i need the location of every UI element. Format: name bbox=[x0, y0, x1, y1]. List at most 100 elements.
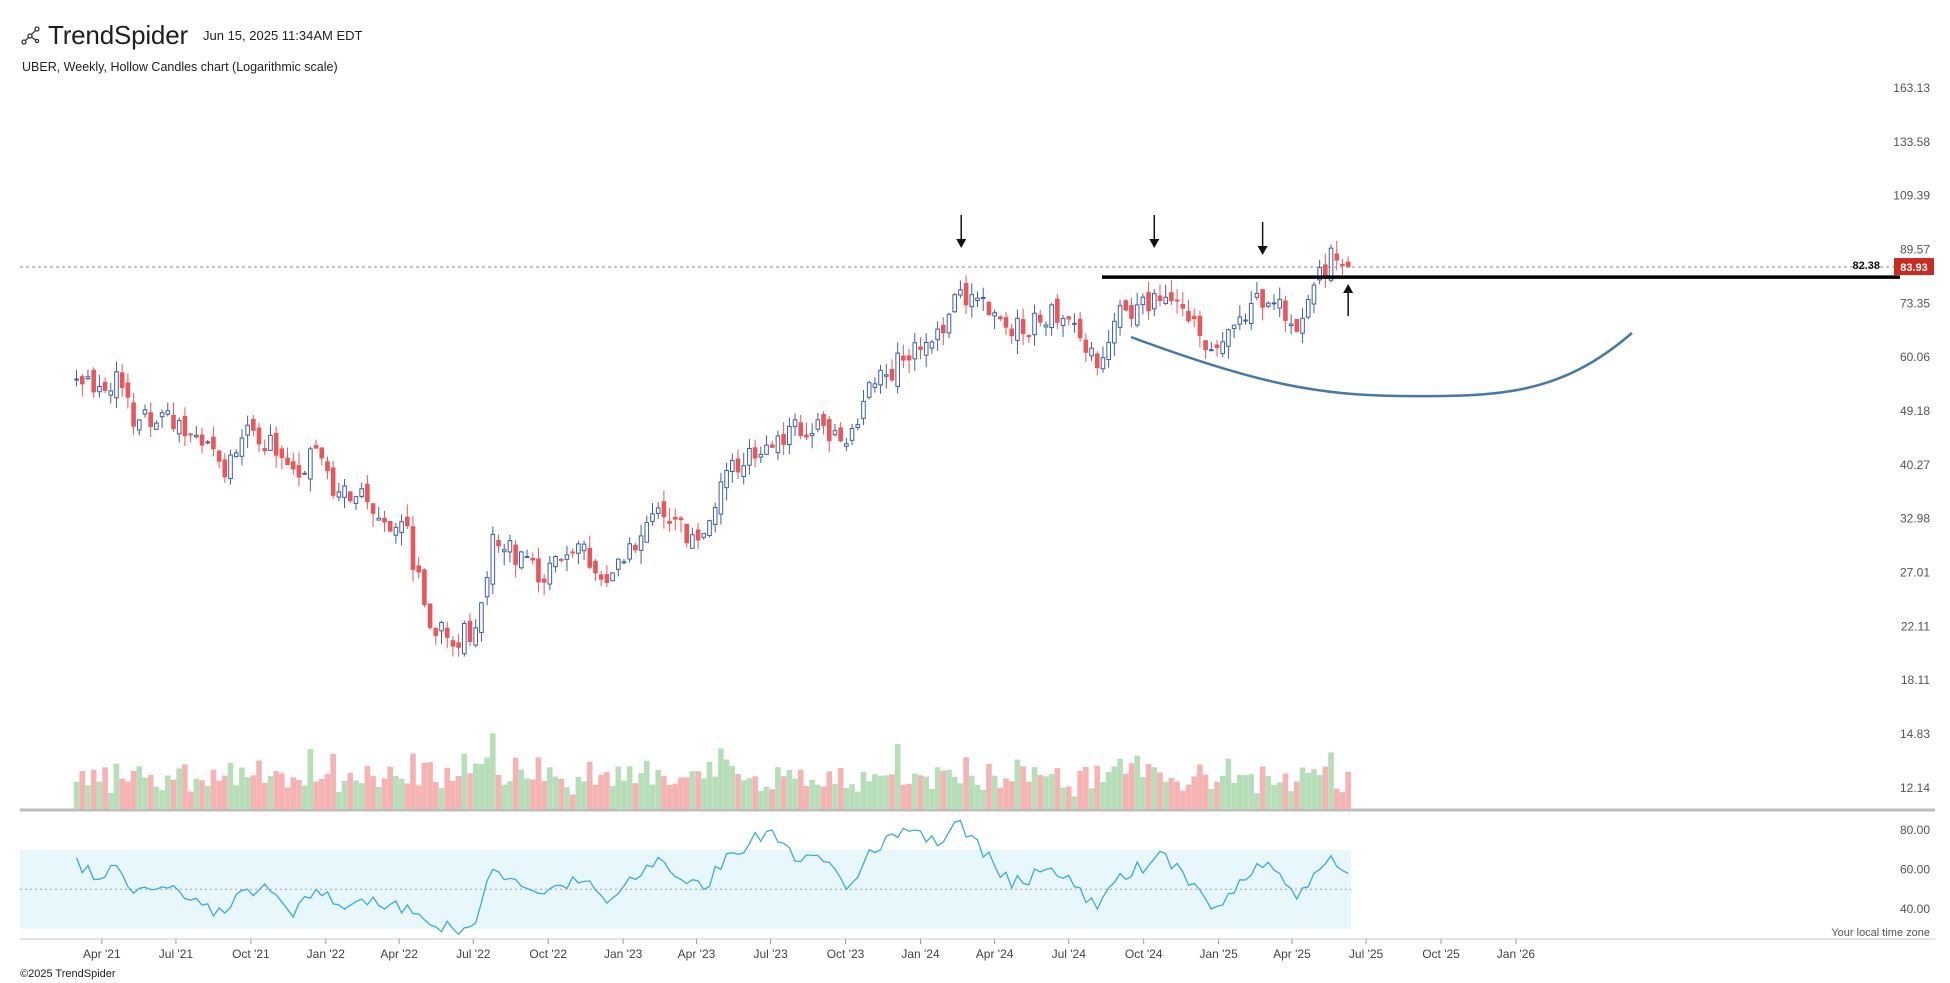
cup-arc bbox=[1130, 332, 1633, 398]
volume-bar bbox=[1105, 771, 1112, 809]
volume-bar bbox=[940, 770, 947, 809]
last-price-badge bbox=[1894, 258, 1934, 276]
candle bbox=[826, 415, 832, 453]
volume-bar bbox=[1225, 758, 1232, 809]
candle bbox=[809, 423, 815, 449]
volume-bar bbox=[375, 786, 382, 809]
time-tick-label: Jan '26 bbox=[1497, 947, 1536, 961]
candle-body bbox=[154, 422, 159, 430]
candle bbox=[467, 613, 473, 647]
candle bbox=[444, 621, 450, 648]
volume-bar bbox=[854, 791, 861, 809]
candle-body bbox=[1134, 304, 1140, 326]
candle bbox=[935, 321, 940, 351]
volume-bar bbox=[655, 769, 661, 809]
candle bbox=[553, 555, 558, 573]
rsi-tick-label: 80.00 bbox=[1900, 823, 1930, 837]
up-arrow-icon bbox=[1343, 284, 1354, 316]
candle bbox=[1089, 341, 1094, 362]
candle bbox=[712, 502, 718, 533]
volume-bar bbox=[79, 771, 86, 809]
candle bbox=[1231, 324, 1237, 338]
price-tick-label: 109.39 bbox=[1893, 189, 1930, 203]
candle-body bbox=[1032, 312, 1037, 336]
candle-body bbox=[171, 414, 176, 429]
candle-body bbox=[1003, 317, 1009, 328]
candle bbox=[672, 508, 678, 531]
volume-bar bbox=[210, 769, 217, 809]
candle-body bbox=[97, 385, 102, 393]
candle bbox=[245, 415, 250, 449]
candle bbox=[279, 445, 285, 470]
candle bbox=[667, 508, 672, 533]
volume-bar bbox=[1333, 788, 1340, 809]
candle-body bbox=[621, 561, 627, 564]
candle bbox=[1117, 299, 1123, 336]
volume-bar bbox=[1339, 792, 1346, 809]
volume-bar bbox=[404, 783, 411, 809]
candle-body bbox=[74, 378, 79, 381]
volume-bar bbox=[256, 760, 262, 809]
volume-bar bbox=[261, 783, 268, 809]
volume-bar bbox=[1128, 763, 1135, 809]
volume-bar bbox=[507, 781, 513, 809]
volume-bar bbox=[643, 760, 650, 809]
candle-body bbox=[228, 454, 233, 480]
candle bbox=[1203, 340, 1208, 359]
volume-bar bbox=[1048, 774, 1055, 809]
candle-body bbox=[604, 574, 610, 583]
candle bbox=[684, 523, 689, 548]
candle bbox=[604, 565, 610, 587]
candle-body bbox=[781, 433, 786, 445]
candle-body bbox=[1294, 318, 1300, 332]
candle bbox=[1094, 351, 1100, 376]
volume-bar bbox=[381, 778, 388, 809]
volume-bar bbox=[1322, 766, 1329, 809]
candle bbox=[792, 413, 798, 437]
candle-body bbox=[1231, 324, 1237, 329]
candle bbox=[1134, 292, 1140, 328]
candle bbox=[1334, 240, 1340, 271]
volume-bar bbox=[997, 787, 1004, 809]
annotations-layer: 82.38 83.93 bbox=[20, 215, 1934, 398]
volume-bar bbox=[1117, 758, 1123, 809]
volume-bar bbox=[1276, 782, 1283, 809]
candle-body bbox=[1140, 296, 1146, 306]
candle-body bbox=[1072, 322, 1077, 325]
volume-bar bbox=[740, 780, 747, 809]
candle bbox=[1003, 311, 1009, 336]
candle-body bbox=[1055, 298, 1060, 323]
candle-body bbox=[809, 433, 815, 437]
candle-body bbox=[935, 328, 940, 341]
candle bbox=[769, 440, 775, 448]
candle-body bbox=[387, 521, 393, 532]
candle bbox=[1305, 294, 1311, 320]
candle-body bbox=[866, 382, 872, 398]
candle bbox=[855, 418, 861, 431]
price-tick-label: 14.83 bbox=[1900, 727, 1930, 741]
candle bbox=[319, 447, 325, 466]
candle-body bbox=[946, 313, 952, 334]
volume-bar bbox=[244, 777, 251, 809]
candle-body bbox=[1174, 299, 1180, 302]
candle-body bbox=[541, 578, 547, 583]
time-tick-label: Jan '24 bbox=[901, 947, 940, 961]
candle-body bbox=[923, 341, 929, 356]
candle bbox=[980, 287, 986, 311]
volume-bar bbox=[364, 765, 371, 809]
volume-bar bbox=[73, 781, 80, 809]
volume-bar bbox=[1065, 786, 1072, 809]
candle bbox=[558, 557, 564, 563]
candle bbox=[1020, 308, 1026, 345]
candle bbox=[598, 570, 604, 587]
candle bbox=[718, 472, 724, 525]
candle bbox=[1072, 313, 1077, 333]
candle-body bbox=[1180, 303, 1186, 309]
candle-body bbox=[747, 447, 752, 466]
candle-body bbox=[661, 501, 667, 518]
candle bbox=[866, 380, 872, 400]
volume-bar bbox=[204, 785, 211, 809]
candle-body bbox=[615, 558, 621, 570]
candle bbox=[992, 309, 997, 330]
